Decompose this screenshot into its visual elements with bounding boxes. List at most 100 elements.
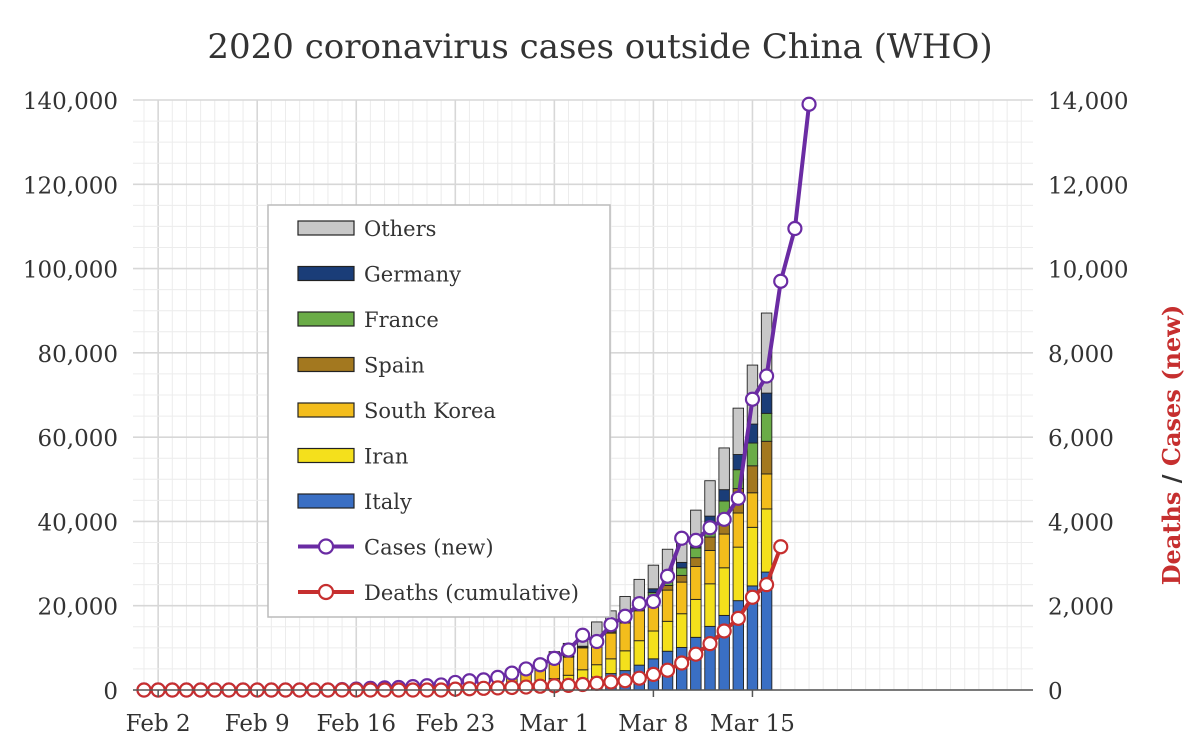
y-right-tick-label: 0 (1048, 679, 1063, 705)
x-tick-label: Mar 1 (519, 711, 589, 737)
bar-south-korea-38 (676, 581, 688, 615)
point-cases-new-39 (688, 532, 704, 548)
point-deaths-cumulative-27 (518, 679, 534, 695)
y-right-tick-label: 14,000 (1048, 89, 1128, 115)
legend: Others Germany France Spain South Korea Iran I… (267, 204, 611, 618)
point-deaths-cumulative-28 (532, 678, 548, 694)
point-cases-new-33 (603, 617, 619, 633)
bar-iran-44 (760, 508, 773, 573)
x-tick-label: Mar 15 (710, 711, 795, 737)
point-cases-new-35 (631, 596, 647, 612)
point-cases-new-42 (730, 490, 746, 506)
bar-spain-43 (746, 465, 759, 494)
bar-spain-39 (690, 557, 702, 567)
point-cases-new-30 (560, 642, 577, 658)
point-cases-new-43 (744, 391, 761, 407)
bar-germany-41 (718, 489, 730, 502)
point-cases-new-34 (617, 608, 633, 624)
bar-iran-43 (746, 526, 759, 587)
y-right-tick-label: 2,000 (1048, 595, 1114, 621)
bar-germany-44 (760, 392, 773, 414)
legend-swatch-spain (297, 356, 355, 373)
point-deaths-cumulative-44 (758, 577, 775, 593)
bar-spain-40 (704, 536, 716, 551)
y-left-tick-label: 40,000 (38, 510, 118, 536)
legend-swatch-france (297, 311, 355, 327)
legend-label-others: Others (364, 217, 436, 241)
bar-iran-42 (732, 546, 744, 602)
legend-label-germany: Germany (364, 263, 461, 287)
y-right-tick-label: 8,000 (1048, 342, 1114, 368)
point-cases-new-46 (787, 220, 803, 237)
legend-label-south-korea: South Korea (364, 399, 496, 423)
point-cases-new-29 (546, 650, 562, 666)
point-deaths-cumulative-26 (504, 679, 520, 696)
bar-south-korea-42 (732, 512, 744, 548)
legend-swatch-italy (297, 493, 355, 509)
legend-swatch-cases-new (298, 538, 354, 555)
point-deaths-cumulative-37 (659, 662, 676, 678)
right-axis-label-deaths: Deaths (1157, 492, 1186, 586)
legend-swatch-south-korea (297, 402, 355, 418)
bar-south-korea-44 (760, 473, 773, 510)
point-deaths-cumulative-25 (490, 680, 506, 696)
bar-iran-40 (704, 583, 716, 627)
y-right-tick-label: 4,000 (1048, 510, 1114, 536)
point-deaths-cumulative-32 (589, 675, 605, 691)
point-cases-new-27 (518, 661, 534, 677)
y-right-tick-label: 12,000 (1048, 173, 1128, 199)
bar-south-korea-37 (661, 589, 674, 622)
y-left-tick-label: 140,000 (23, 89, 118, 115)
chart-title: 2020 coronavirus cases outside China (WH… (207, 27, 992, 67)
legend-label-cases-new: Cases (new) (364, 536, 494, 560)
point-deaths-cumulative-24 (476, 680, 492, 696)
x-tick-label: Feb 9 (225, 711, 290, 737)
bar-iran-33 (605, 658, 617, 675)
bar-germany-38 (676, 561, 688, 569)
bar-south-korea-33 (605, 632, 617, 660)
point-deaths-cumulative-35 (631, 670, 647, 686)
point-deaths-cumulative-39 (688, 646, 704, 662)
point-cases-new-44 (758, 368, 775, 384)
y-left-tick-label: 60,000 (38, 426, 118, 452)
point-deaths-cumulative-40 (702, 636, 718, 652)
bar-italy-39 (690, 636, 702, 691)
bar-france-44 (760, 412, 773, 442)
right-axis-label: Deaths / Cases (new) (1157, 305, 1186, 586)
legend-swatch-germany (297, 265, 355, 282)
point-deaths-cumulative-30 (560, 677, 577, 693)
point-cases-new-31 (575, 627, 591, 643)
point-cases-new-45 (773, 273, 789, 289)
point-cases-new-38 (674, 530, 690, 546)
point-deaths-cumulative-33 (603, 674, 619, 690)
y-left-tick-label: 80,000 (38, 342, 118, 368)
bar-south-korea-34 (619, 622, 631, 652)
legend-swatch-others (297, 220, 355, 236)
x-tick-label: Feb 16 (316, 711, 396, 737)
bar-iran-39 (690, 598, 702, 638)
bar-south-korea-35 (633, 610, 645, 642)
bar-spain-38 (676, 574, 688, 583)
x-tick-label: Mar 8 (618, 711, 688, 737)
legend-label-deaths-cumulative: Deaths (cumulative) (364, 581, 579, 605)
bar-south-korea-30 (562, 656, 575, 676)
axes: 0 20,000 40,000 60,000 80,000 100,000 120,000 1… (23, 89, 1129, 737)
x-tick-label: Feb 23 (415, 711, 495, 737)
bar-others-42 (732, 407, 744, 455)
bar-spain-44 (760, 440, 773, 475)
point-deaths-cumulative-38 (674, 655, 690, 671)
point-deaths-cumulative-23 (461, 681, 478, 697)
bar-others-40 (704, 480, 716, 517)
bar-france-43 (746, 442, 759, 467)
bar-others-36 (647, 564, 660, 590)
bar-iran-34 (619, 650, 631, 672)
point-cases-new-32 (589, 633, 605, 650)
point-deaths-cumulative-36 (645, 666, 662, 683)
bar-france-38 (676, 567, 688, 576)
y-left-tick-label: 100,000 (23, 258, 118, 284)
legend-swatch-iran (297, 447, 355, 464)
bar-south-korea-40 (704, 550, 716, 585)
point-cases-new-28 (532, 657, 548, 673)
bar-iran-37 (661, 620, 674, 652)
line-series (136, 96, 817, 698)
